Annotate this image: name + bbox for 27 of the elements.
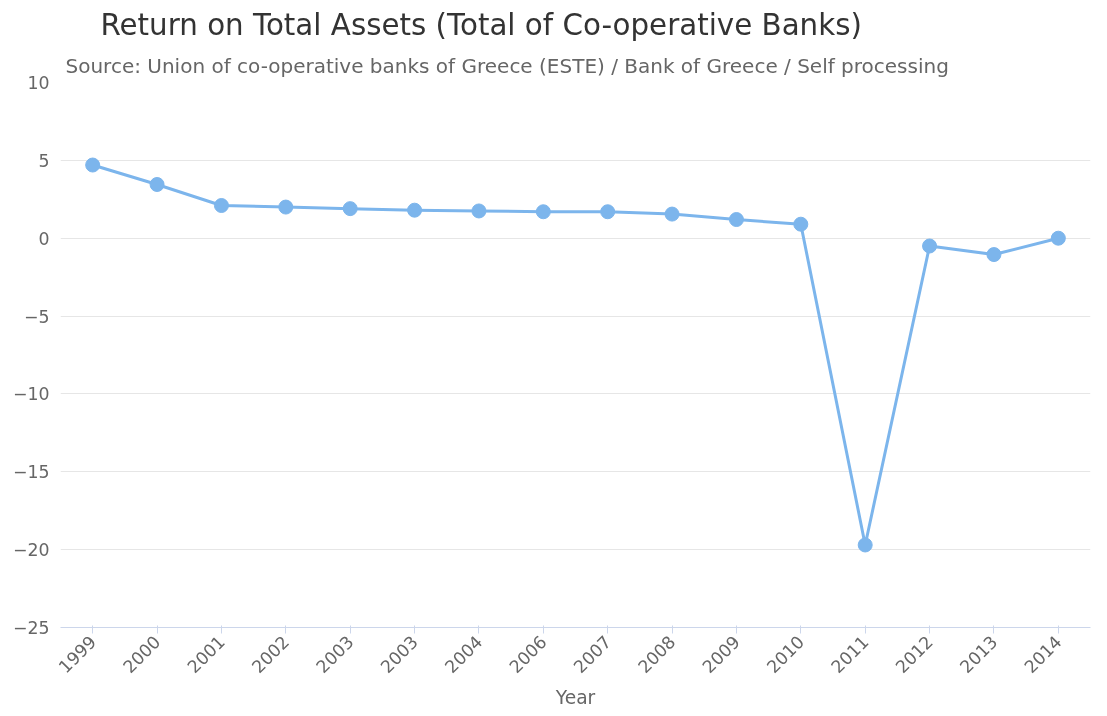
chart-title: Return on Total Assets (Total of Co-operative Banks) bbox=[100, 7, 862, 42]
y-tick-label: 10 bbox=[27, 73, 50, 93]
point bbox=[278, 199, 294, 215]
y-tick-label: 0 bbox=[38, 228, 50, 249]
point bbox=[857, 537, 873, 553]
y-tick-label: 5 bbox=[38, 150, 50, 171]
point bbox=[664, 206, 680, 222]
point bbox=[535, 204, 551, 220]
point bbox=[407, 202, 423, 218]
y-tick-label: −10 bbox=[12, 384, 50, 405]
point bbox=[1050, 230, 1066, 246]
point bbox=[600, 204, 616, 220]
point bbox=[728, 212, 744, 228]
y-tick-label: −15 bbox=[12, 462, 50, 483]
point bbox=[342, 201, 358, 217]
point bbox=[149, 177, 165, 192]
point bbox=[471, 203, 487, 219]
y-tick-label: −20 bbox=[12, 540, 50, 561]
point bbox=[986, 247, 1002, 263]
point bbox=[213, 198, 229, 213]
x-axis-title: Year bbox=[554, 686, 596, 708]
point bbox=[85, 157, 101, 173]
y-tick-label: −25 bbox=[12, 618, 50, 638]
source-note: Source: Union of co-operative banks of Greece (ESTE) / Bank of Greece / Self processing bbox=[65, 53, 949, 78]
point bbox=[922, 238, 938, 254]
point bbox=[793, 216, 809, 232]
y-tick-label: −5 bbox=[23, 306, 50, 327]
